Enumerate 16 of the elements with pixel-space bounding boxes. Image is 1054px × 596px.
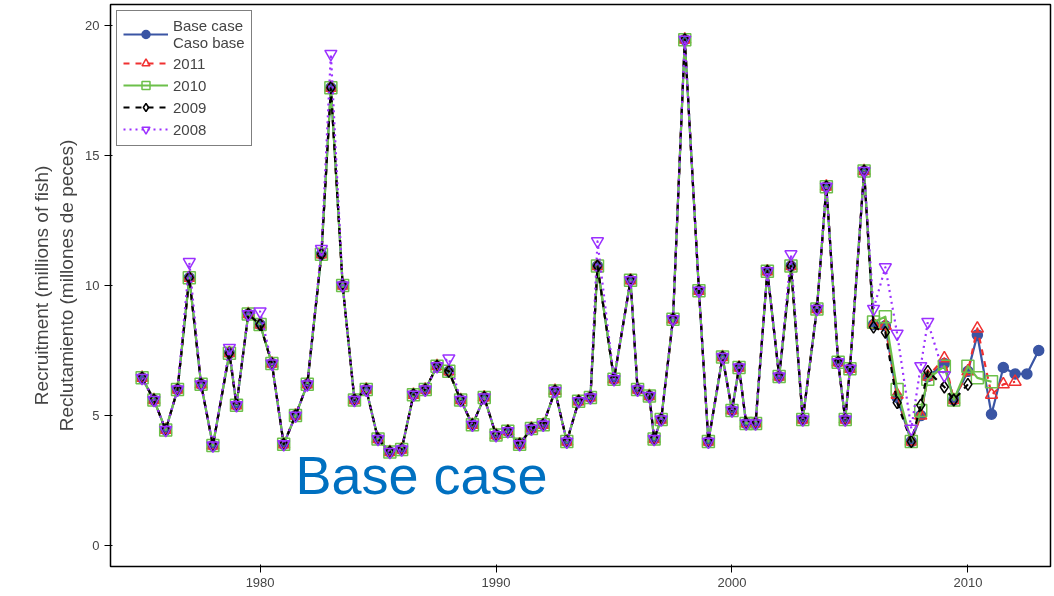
y-tick-label: 20 bbox=[85, 17, 100, 33]
legend-label: 2010 bbox=[173, 76, 207, 94]
x-tick-label: 1980 bbox=[245, 574, 275, 590]
y-tick-label: 5 bbox=[92, 408, 100, 424]
x-tick-label: 2010 bbox=[953, 574, 983, 590]
x-tick-label: 2000 bbox=[717, 574, 747, 590]
annotation: Base case bbox=[295, 444, 548, 505]
legend-label: 2008 bbox=[173, 120, 207, 138]
x-tick-label: 1990 bbox=[481, 574, 511, 590]
y-tick-label: 0 bbox=[92, 538, 100, 554]
legend-label: 2009 bbox=[173, 98, 207, 116]
y-tick-label: 15 bbox=[85, 147, 100, 163]
legend-label: Base case Caso base bbox=[173, 17, 245, 51]
legend-label: 2011 bbox=[173, 54, 206, 72]
y-tick-label: 10 bbox=[85, 278, 100, 293]
y-axis-title: Recruitment (millions of fish) Reclutamiento (millones de peces) bbox=[30, 139, 78, 432]
